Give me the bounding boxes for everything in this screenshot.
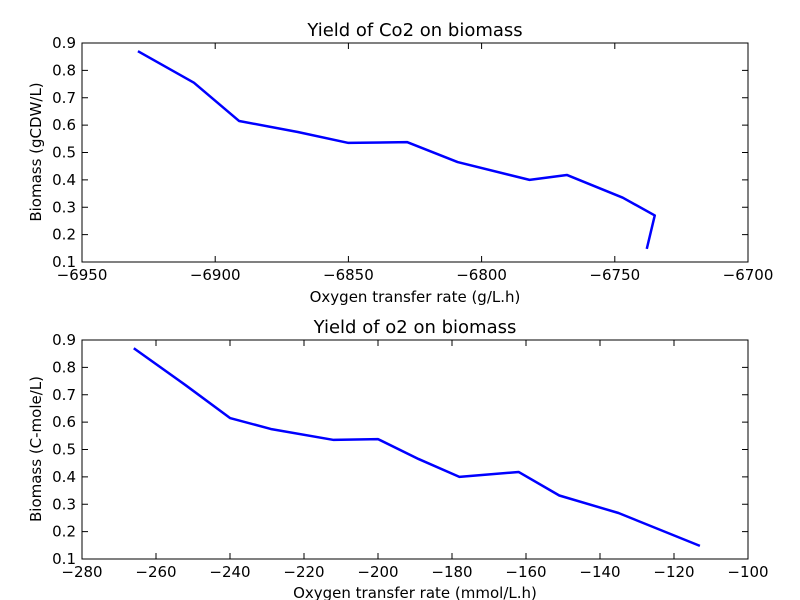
subplot-1-y-tick-label: 0.1 — [52, 253, 76, 271]
subplot-1-x-tick-label: −6850 — [323, 266, 374, 284]
subplot-1-series-line — [137, 50, 657, 250]
subplot-1-ticks: −6950 −6900 −6850 −6800 −6750 −6700 0.1 0.2 0.3 0… — [52, 34, 773, 284]
subplot-2-series-group — [133, 347, 701, 548]
subplot-1-y-tick-label: 0.7 — [52, 89, 76, 107]
subplot-1-x-tick-label: −6950 — [57, 266, 108, 284]
subplot-2-x-axis-label: Oxygen transfer rate (mmol/L.h) — [293, 584, 537, 600]
subplot-1-plot-area — [81, 42, 749, 263]
subplot-2-x-tick-label: −240 — [209, 563, 250, 581]
subplot-1-x-tick-label: −6900 — [190, 266, 241, 284]
subplot-1-series-group — [137, 50, 657, 250]
subplot-2-y-tick-label: 0.3 — [52, 495, 76, 513]
subplot-2-y-tick-label: 0.7 — [52, 386, 76, 404]
subplot-1-x-tick-label: −6800 — [456, 266, 507, 284]
subplot-1-y-tick-label: 0.9 — [52, 34, 76, 52]
subplot-2-plot-area — [81, 339, 749, 560]
subplot-1: −6950 −6900 −6850 −6800 −6750 −6700 0.1 0.2 0.3 0… — [27, 20, 773, 306]
subplot-2-title: Yield of o2 on biomass — [313, 317, 517, 338]
subplot-2-x-tick-label: −260 — [135, 563, 176, 581]
subplot-2-y-tick-label: 0.2 — [52, 523, 76, 541]
subplot-1-x-tick-label: −6700 — [723, 266, 774, 284]
subplot-2-x-tick-label: −200 — [357, 563, 398, 581]
subplot-1-y-axis-label: Biomass (gCDW/L) — [27, 82, 45, 221]
subplot-2-x-tick-label: −180 — [431, 563, 472, 581]
subplot-2-x-tick-label: −120 — [653, 563, 694, 581]
subplot-2-x-tick-label: −100 — [727, 563, 768, 581]
subplot-2-y-tick-label: 0.4 — [52, 468, 76, 486]
subplot-2-x-tick-label: −160 — [505, 563, 546, 581]
subplot-1-x-axis-label: Oxygen transfer rate (g/L.h) — [310, 288, 521, 306]
subplot-1-x-tick-label: −6750 — [589, 266, 640, 284]
subplot-2-x-tick-label: −140 — [579, 563, 620, 581]
subplot-2-y-tick-label: 0.9 — [52, 331, 76, 349]
subplot-2-x-tick-label: −220 — [283, 563, 324, 581]
subplot-2-series-line — [133, 347, 701, 548]
subplot-1-y-tick-label: 0.8 — [52, 61, 76, 79]
subplot-1-y-tick-label: 0.3 — [52, 198, 76, 216]
subplot-2-y-axis-label: Biomass (C-mole/L) — [27, 376, 45, 522]
subplot-2-y-tick-label: 0.6 — [52, 413, 76, 431]
subplot-2-y-tick-label: 0.8 — [52, 358, 76, 376]
subplot-1-y-tick-label: 0.6 — [52, 116, 76, 134]
subplot-2-x-tick-label: −280 — [61, 563, 102, 581]
subplot-1-y-tick-label: 0.4 — [52, 171, 76, 189]
subplot-2: −280 −260 −240 −220 −200 −180 −160 −140 −120 −100… — [27, 317, 769, 600]
subplot-2-ticks: −280 −260 −240 −220 −200 −180 −160 −140 −120 −100… — [52, 331, 768, 581]
subplot-1-title: Yield of Co2 on biomass — [306, 20, 522, 41]
subplot-1-y-tick-label: 0.2 — [52, 226, 76, 244]
subplot-1-y-tick-label: 0.5 — [52, 144, 76, 162]
subplot-2-y-tick-label: 0.5 — [52, 441, 76, 459]
subplot-2-y-tick-label: 0.1 — [52, 550, 76, 568]
